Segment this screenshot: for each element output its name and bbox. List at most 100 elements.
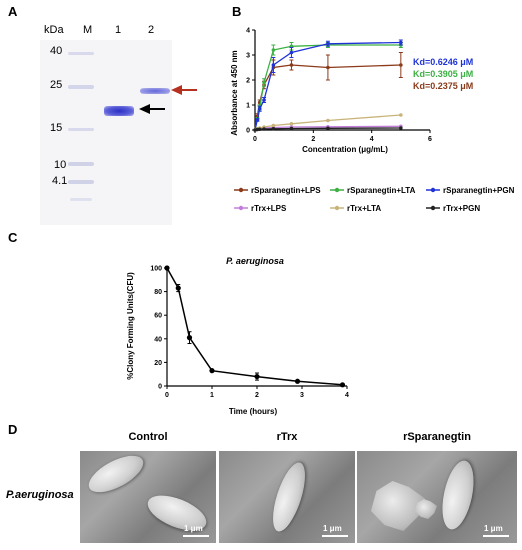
lane-1-protein-band	[104, 106, 134, 116]
data-point	[399, 40, 403, 45]
series-line-0	[166, 267, 343, 386]
x-tick-label: 1	[210, 392, 214, 399]
sem-image-rtrx: 1 μm	[219, 451, 355, 543]
marker-label-25: 25	[50, 79, 63, 91]
sem-scale-bar-rtrx	[322, 535, 348, 537]
data-point	[289, 126, 294, 131]
marker-band	[68, 85, 94, 89]
chart-b-y-axis-label: Absorbance at 450 nm	[230, 50, 239, 135]
chart-b-x-axis-label: Concentration (μg/mL)	[302, 145, 388, 154]
membrane-debris	[415, 499, 437, 519]
data-point	[271, 126, 276, 131]
marker-label-4-1: 4.1	[52, 175, 68, 187]
data-point	[254, 373, 260, 380]
data-point	[326, 118, 330, 123]
marker-label-40: 40	[50, 45, 63, 57]
y-tick-label: 2	[246, 78, 250, 85]
legend-marker	[238, 187, 244, 193]
sem-scale-label-control: 1 μm	[184, 524, 203, 533]
sds-page-gel	[40, 40, 172, 225]
legend-label: rSparanegtin+LPS	[251, 186, 321, 195]
sem-image-rsparanegtin: 1 μm	[357, 451, 517, 543]
x-tick-label: 4	[370, 136, 374, 143]
data-point	[399, 113, 403, 117]
sem-title-control: Control	[128, 431, 168, 443]
series-line-2	[254, 41, 401, 131]
x-tick-label: 2	[311, 136, 315, 143]
data-point	[326, 41, 330, 46]
x-tick-label: 6	[428, 136, 432, 143]
data-point	[294, 378, 301, 384]
sem-scale-label-rtrx: 1 μm	[323, 524, 342, 533]
data-point	[164, 265, 170, 271]
sem-scale-label-rsparanegtin: 1 μm	[484, 524, 503, 533]
marker-band	[68, 162, 94, 166]
gel-arrows	[139, 85, 197, 114]
y-tick-label: 0	[246, 128, 250, 135]
y-tick-label: 20	[154, 360, 162, 367]
data-point	[289, 50, 294, 55]
red-arrow-icon	[171, 85, 197, 95]
x-tick-label: 2	[255, 392, 259, 399]
x-tick-label: 3	[300, 392, 304, 399]
data-point	[257, 127, 262, 132]
gel-lane-label-2: 2	[148, 24, 155, 36]
sem-title-rtrx: rTrx	[276, 431, 298, 443]
x-tick-label: 4	[345, 392, 349, 399]
data-point	[271, 63, 276, 67]
marker-band	[68, 52, 94, 55]
bacterium-cell	[266, 459, 312, 535]
sem-title-rsparanegtin: rSparanegtin	[403, 431, 471, 443]
data-point	[326, 126, 330, 131]
kd-annotation-lta: Kd=0.3905 μM	[413, 69, 473, 79]
y-tick-label: 0	[158, 384, 162, 391]
legend-marker	[238, 205, 244, 211]
marker-band	[68, 180, 94, 184]
marker-band	[70, 198, 92, 201]
data-point	[339, 382, 346, 388]
sem-scale-bar-control	[183, 535, 209, 537]
sem-scale-bar-rsparanegtin	[483, 535, 509, 537]
panel-label-a: A	[8, 4, 18, 19]
chart-c-y-axis-label: %Clony Forming Units(CFU)	[126, 272, 135, 380]
chart-b-legend: rSparanegtin+LPS rSparanegtin+LTA rSparane…	[234, 186, 515, 213]
data-point	[271, 123, 276, 128]
panel-label-d: D	[8, 422, 18, 437]
bacterium-cell	[83, 451, 149, 500]
y-tick-label: 4	[246, 28, 250, 35]
cfu-time-chart: P. aeruginosa %Clony Forming Units(CFU) …	[126, 256, 349, 416]
y-tick-label: 40	[154, 336, 162, 343]
legend-label: rTrx+LPS	[251, 204, 287, 213]
legend-marker	[430, 187, 436, 193]
gel-lane-label-m: M	[83, 24, 93, 36]
data-point	[262, 80, 266, 85]
data-point	[326, 65, 330, 70]
data-point	[262, 127, 266, 131]
chart-c-x-axis-label: Time (hours)	[229, 407, 278, 416]
binding-curve-chart: Absorbance at 450 nm Concentration (μg/m…	[230, 28, 473, 155]
data-point	[186, 335, 193, 341]
marker-label-15: 15	[50, 122, 63, 134]
kd-annotation-pgn: Kd=0.6246 μM	[413, 57, 473, 67]
data-point	[257, 106, 262, 111]
marker-label-10: 10	[54, 159, 67, 171]
legend-marker	[334, 187, 340, 193]
sem-image-control: 1 μm	[80, 451, 216, 543]
data-point	[289, 63, 294, 67]
legend-label: rSparanegtin+PGN	[443, 186, 515, 195]
data-point	[399, 63, 403, 67]
black-arrow-icon	[139, 104, 165, 114]
y-tick-label: 1	[246, 103, 250, 110]
data-point	[262, 98, 266, 102]
data-point	[175, 285, 181, 291]
data-point	[255, 118, 260, 122]
data-point	[399, 126, 403, 130]
bacterium-cell	[437, 457, 479, 533]
gel-lane-label-1: 1	[115, 24, 122, 36]
lane-2-protein-band	[140, 88, 170, 94]
marker-band	[68, 128, 94, 131]
chart-c-title: P. aeruginosa	[226, 256, 284, 266]
legend-label: rTrx+PGN	[443, 204, 480, 213]
data-point	[289, 121, 294, 126]
legend-marker	[334, 205, 340, 211]
